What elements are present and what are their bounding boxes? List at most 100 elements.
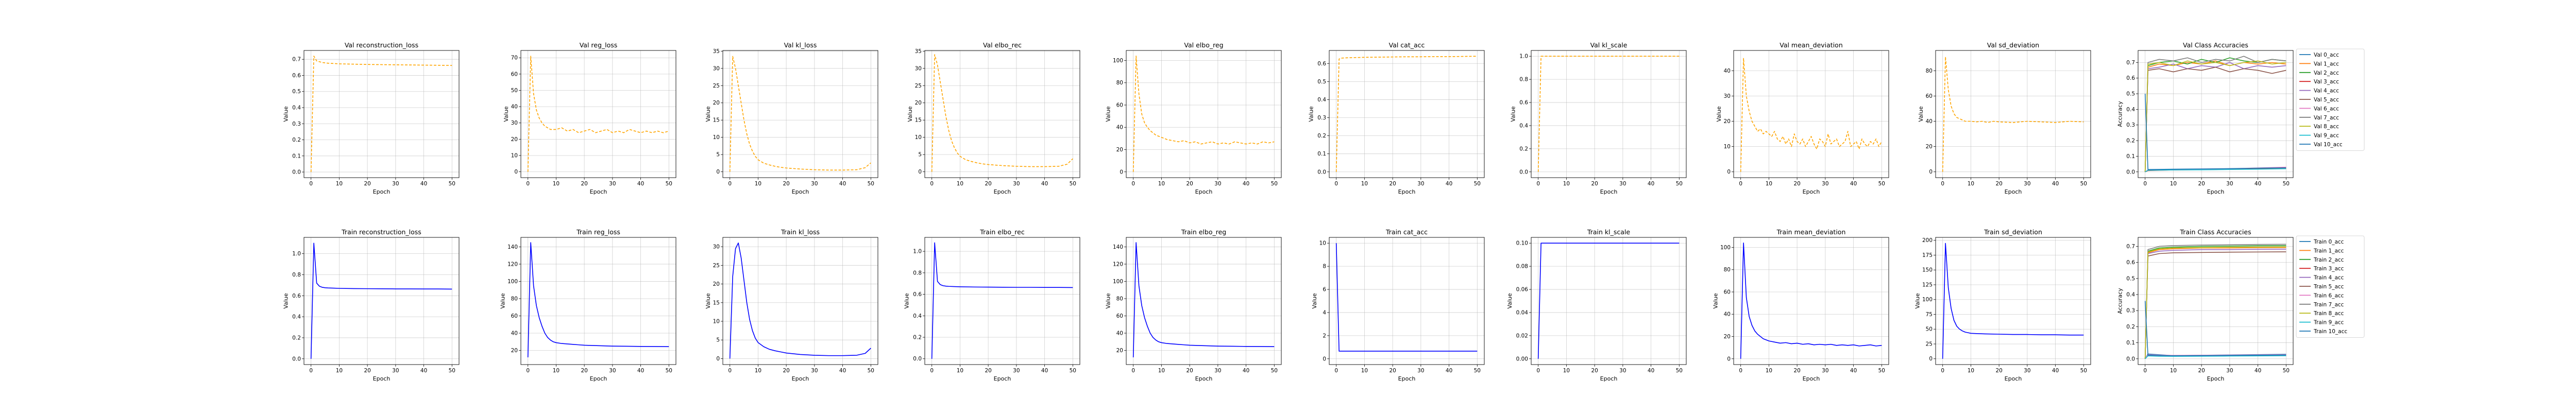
x-tick-label: 50 <box>1878 368 1885 374</box>
plot-frame <box>1733 237 1889 365</box>
y-tick-label: 0.3 <box>1317 115 1326 121</box>
y-tick-label: 10 <box>915 134 922 141</box>
x-tick-label: 40 <box>1243 368 1249 374</box>
x-tick-label: 0 <box>1536 368 1540 374</box>
y-tick-label: 175 <box>1922 252 1933 258</box>
x-tick-label: 0 <box>1131 181 1135 187</box>
y-tick-label: 30 <box>713 65 720 72</box>
x-tick-label: 0 <box>1941 368 1944 374</box>
legend-label: Val 7_acc <box>2314 115 2339 121</box>
x-tick-label: 40 <box>2052 368 2059 374</box>
y-tick-label: 0.4 <box>1519 123 1528 129</box>
plot-frame <box>520 237 676 365</box>
y-tick-label: 0.7 <box>2126 60 2135 66</box>
x-tick-label: 50 <box>666 368 672 374</box>
subplot-val_kl_scale: 0 10 20 30 40 50 0.0 0.2 0.4 0.6 0.8 1.0 Val kl_scal… <box>1510 41 1687 195</box>
x-tick-label: 50 <box>2283 368 2290 374</box>
y-axis-label: Value <box>1105 293 1112 308</box>
plot-frame <box>303 237 460 365</box>
y-tick-label: 1.0 <box>913 249 922 255</box>
x-tick-label: 20 <box>1186 181 1193 187</box>
x-axis-label: Epoch <box>2005 188 2022 195</box>
x-tick-label: 40 <box>2052 181 2059 187</box>
y-tick-label: 10 <box>1724 144 1731 150</box>
x-tick-label: 0 <box>309 368 313 374</box>
subplot-train_class_accuracies: 0 10 20 30 40 50 0.0 0.1 0.2 0.3 0.4 0.5 0.6 0.7 Train… <box>2117 228 2365 382</box>
plot-frame <box>1126 50 1282 178</box>
y-tick-label: 0.02 <box>1516 333 1528 339</box>
x-tick-label: 0 <box>1739 181 1742 187</box>
x-tick-label: 20 <box>1995 368 2002 374</box>
chart-title: Train reg_loss <box>576 228 620 236</box>
x-tick-label: 50 <box>1474 181 1481 187</box>
x-tick-label: 20 <box>985 368 991 374</box>
plot-frame <box>2138 50 2294 178</box>
y-tick-label: 0.8 <box>292 272 301 278</box>
chart-title: Train sd_deviation <box>1984 228 2042 236</box>
x-tick-label: 40 <box>2255 368 2261 374</box>
y-axis-label: Value <box>1105 106 1112 122</box>
x-tick-label: 10 <box>1158 181 1165 187</box>
y-tick-label: 0 <box>918 169 922 175</box>
subplot-train_reconstruction_loss: 0 10 20 30 40 50 0.0 0.2 0.4 0.6 0.8 1.0 Train recon… <box>283 228 460 382</box>
x-tick-label: 0 <box>1334 368 1338 374</box>
legend-label: Train 3_acc <box>2313 266 2344 272</box>
x-tick-label: 30 <box>1417 368 1424 374</box>
y-tick-label: 0.0 <box>292 356 301 362</box>
x-tick-label: 40 <box>1850 181 1857 187</box>
y-tick-label: 40 <box>1724 312 1731 318</box>
legend-label: Train 8_acc <box>2313 310 2344 317</box>
subplot-train_elbo_reg: 0 10 20 30 40 50 20 40 60 80 100 120 140 Train elbo_r… <box>1105 228 1282 382</box>
x-tick-label: 10 <box>1766 181 1772 187</box>
x-tick-label: 40 <box>1041 368 1048 374</box>
subplot-train_kl_loss: 0 10 20 30 40 50 0 5 10 15 20 25 30 Train kl_loss Epoc… <box>705 228 878 382</box>
x-tick-label: 50 <box>1271 181 1278 187</box>
y-tick-label: 0.4 <box>292 105 301 111</box>
y-tick-label: 20 <box>1926 144 1933 150</box>
y-tick-label: 0.2 <box>913 335 922 341</box>
x-tick-label: 30 <box>1417 181 1424 187</box>
plot-frame <box>1329 237 1485 365</box>
series-line-Val-9_acc <box>2145 168 2286 173</box>
y-tick-label: 0.0 <box>2126 169 2135 175</box>
x-axis-label: Epoch <box>792 375 809 382</box>
x-tick-label: 40 <box>1648 181 1654 187</box>
y-tick-label: 0.0 <box>913 356 922 362</box>
y-tick-label: 5 <box>918 152 922 158</box>
y-axis-label: Accuracy <box>2117 101 2124 127</box>
x-tick-label: 40 <box>1243 181 1249 187</box>
legend: Train 0_acc Train 1_acc Train 2_acc Train 3… <box>2296 235 2365 338</box>
legend-label: Val 2_acc <box>2314 70 2339 76</box>
x-tick-label: 0 <box>526 368 530 374</box>
legend-label: Val 8_acc <box>2314 124 2339 130</box>
series-line-0 <box>310 243 452 359</box>
subplot-val_cat_acc: 0 10 20 30 40 50 0.0 0.1 0.2 0.3 0.4 0.5 0.6 Val cat_… <box>1308 41 1485 195</box>
x-tick-label: 30 <box>1822 368 1828 374</box>
y-tick-label: 10 <box>713 134 720 141</box>
x-axis-label: Epoch <box>1803 375 1820 382</box>
x-tick-label: 10 <box>2170 181 2177 187</box>
plot-frame <box>520 50 676 178</box>
x-tick-label: 30 <box>1619 368 1626 374</box>
y-tick-label: 140 <box>507 244 518 250</box>
series-line-0 <box>1537 56 1680 172</box>
y-tick-label: 100 <box>1720 245 1731 251</box>
series-line-0 <box>310 56 452 173</box>
y-tick-label: 20 <box>1116 147 1123 153</box>
y-tick-label: 0.6 <box>292 73 301 79</box>
series-line-0 <box>931 242 1073 359</box>
y-tick-label: 0.2 <box>2126 324 2135 330</box>
y-tick-label: 25 <box>713 83 720 89</box>
y-tick-label: 60 <box>1116 102 1123 108</box>
chart-title: Train Class Accuracies <box>2179 228 2251 236</box>
x-tick-label: 30 <box>2024 368 2030 374</box>
subplot-val_mean_deviation: 0 10 20 30 40 50 0 10 20 30 40 Val mean_deviation Ep… <box>1716 41 1889 195</box>
y-tick-label: 25 <box>713 263 720 269</box>
x-tick-label: 10 <box>1361 181 1368 187</box>
y-tick-label: 0.0 <box>292 169 301 176</box>
y-tick-label: 5 <box>716 337 720 343</box>
legend-label: Val 1_acc <box>2314 61 2339 67</box>
legend-label: Val 4_acc <box>2314 88 2339 94</box>
plot-frame <box>2138 237 2294 365</box>
